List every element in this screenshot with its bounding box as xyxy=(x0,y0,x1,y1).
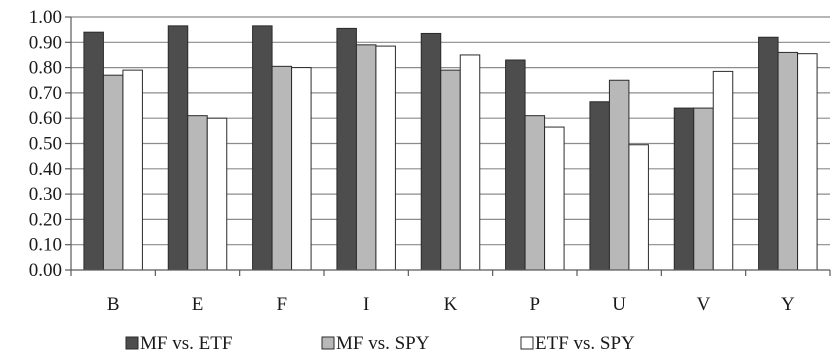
y-tick-label: 0.40 xyxy=(29,159,62,180)
y-tick-label: 0.00 xyxy=(29,260,62,281)
legend-label: MF vs. SPY xyxy=(336,333,430,354)
y-axis: 0.00 0.10 0.20 0.30 0.40 0.50 0.60 0.70 0.80 0.90… xyxy=(29,7,72,281)
x-tick-label: B xyxy=(107,294,120,315)
x-tick-label: U xyxy=(612,294,626,315)
bar-V-etf-vs-spy xyxy=(712,70,734,271)
y-tick-label: 1.00 xyxy=(29,7,62,28)
bar-I-mf-vs-etf xyxy=(336,27,357,271)
bar-Y-etf-vs-spy xyxy=(797,53,818,271)
bar-E-etf-vs-spy xyxy=(206,117,228,271)
y-tick-label: 0.80 xyxy=(29,58,62,79)
x-tick-label: E xyxy=(192,294,204,315)
y-tick-label: 0.30 xyxy=(29,184,62,205)
y-tick-label: 0.60 xyxy=(29,108,62,129)
legend-label: MF vs. ETF xyxy=(140,333,232,354)
bar-P-mf-vs-spy xyxy=(524,115,546,271)
bar-P-mf-vs-etf xyxy=(505,59,526,271)
y-tick-label: 0.90 xyxy=(29,32,62,53)
legend-swatch xyxy=(520,336,534,350)
bar-E-mf-vs-spy xyxy=(187,115,208,271)
x-tick-label: P xyxy=(530,294,541,315)
legend-swatch xyxy=(125,336,139,350)
legend-label: ETF vs. SPY xyxy=(535,333,635,354)
bar-B-mf-vs-etf xyxy=(83,31,104,271)
legend-swatch xyxy=(321,336,335,350)
bar-F-etf-vs-spy xyxy=(291,67,312,271)
bar-U-mf-vs-spy xyxy=(608,79,630,271)
bar-V-mf-vs-etf xyxy=(673,107,695,271)
bar-U-mf-vs-etf xyxy=(589,101,610,271)
bars xyxy=(83,25,818,271)
bar-B-etf-vs-spy xyxy=(122,69,143,271)
bar-U-etf-vs-spy xyxy=(628,144,649,271)
bar-K-mf-vs-spy xyxy=(440,69,461,271)
bar-F-mf-vs-spy xyxy=(271,65,293,271)
x-tick-label: V xyxy=(697,294,711,315)
bar-F-mf-vs-etf xyxy=(252,25,273,271)
bar-Y-mf-vs-etf xyxy=(758,36,779,271)
bar-P-etf-vs-spy xyxy=(544,126,565,271)
bar-K-mf-vs-etf xyxy=(420,32,442,271)
y-tick-label: 0.70 xyxy=(29,83,62,104)
bar-B-mf-vs-spy xyxy=(102,74,124,271)
x-tick-label: K xyxy=(444,294,458,315)
bar-E-mf-vs-etf xyxy=(167,25,189,271)
x-tick-label: Y xyxy=(781,294,795,315)
y-tick-label: 0.20 xyxy=(29,209,62,230)
bar-V-mf-vs-spy xyxy=(693,107,714,271)
legend: MF vs. ETF MF vs. SPY ETF vs. SPY xyxy=(125,333,635,354)
x-tick-label: I xyxy=(363,294,369,315)
x-tick-label: F xyxy=(277,294,288,315)
bar-K-etf-vs-spy xyxy=(459,54,481,271)
bar-I-mf-vs-spy xyxy=(355,44,377,271)
bar-Y-mf-vs-spy xyxy=(777,51,799,271)
bar-I-etf-vs-spy xyxy=(375,45,396,271)
y-tick-label: 0.50 xyxy=(29,134,62,155)
y-tick-label: 0.10 xyxy=(29,235,62,256)
